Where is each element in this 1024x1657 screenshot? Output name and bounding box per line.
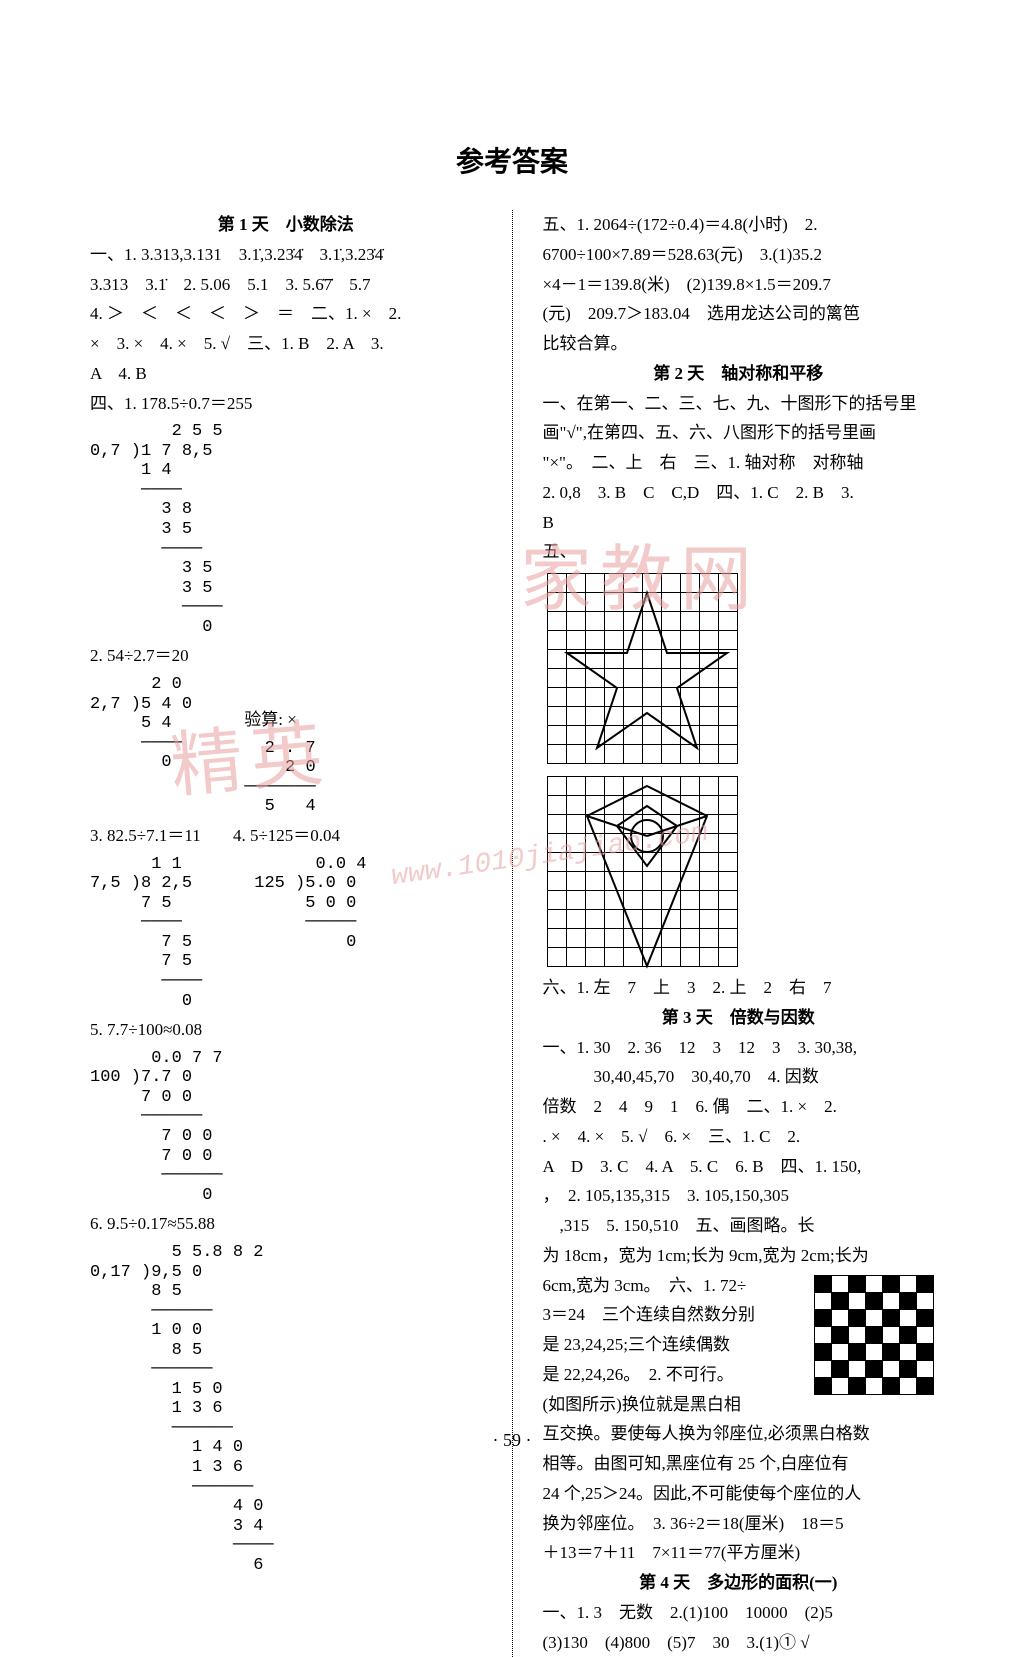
- grid-figure-2: [547, 776, 738, 967]
- grid-figure-1: [547, 573, 738, 764]
- text-line: 为 18cm，宽为 1cm;长为 9cm,宽为 2cm;长为: [543, 1241, 935, 1271]
- long-division-3-left: 1 1 7,5 )8 2,5 7 5 ──── 7 5 7 5 ──── 0: [90, 855, 250, 1011]
- text-line: 六、1. 左 7 上 3 2. 上 2 右 7: [543, 973, 935, 1003]
- text-line: 换为邻座位。 3. 36÷2＝18(厘米) 18＝5: [543, 1509, 935, 1539]
- text-line: 5. 7.7÷100≈0.08: [90, 1015, 482, 1045]
- long-division-1: 2 5 5 0,7 )1 7 8,5 1 4 ──── 3 8 3 5 ────…: [90, 422, 482, 637]
- kite-shape-icon: [547, 776, 747, 976]
- text-line: ,315 5. 150,510 五、画图略。长: [543, 1211, 935, 1241]
- text-line: . × 4. × 5. √ 6. × 三、1. C 2.: [543, 1122, 935, 1152]
- text-line: ， 2. 105,135,315 3. 105,150,305: [543, 1181, 935, 1211]
- text-line: A D 3. C 4. A 5. C 6. B 四、1. 150,: [543, 1152, 935, 1182]
- text-line: 五、1. 2064÷(172÷0.4)＝4.8(小时) 2.: [543, 210, 935, 240]
- text-line: 五、: [543, 537, 935, 567]
- text-line: 2. 54÷2.7＝20: [90, 641, 482, 671]
- checkerboard-figure: [814, 1275, 934, 1395]
- text-line: × 3. × 4. × 5. √ 三、1. B 2. A 3.: [90, 329, 482, 359]
- text-line: 一、在第一、二、三、七、九、十图形下的括号里: [543, 389, 935, 419]
- text-line: 一、1. 3 无数 2.(1)100 10000 (2)5: [543, 1598, 935, 1628]
- text-line: 倍数 2 4 9 1 6. 偶 二、1. × 2.: [543, 1092, 935, 1122]
- long-division-3-right: 0.0 4 125 )5.0 0 5 0 0 ───── 0: [254, 855, 366, 953]
- text-line: 一、1. 30 2. 36 12 3 12 3 3. 30,38,: [543, 1033, 935, 1063]
- text-line: A 4. B: [90, 359, 482, 389]
- text-line: 一、1. 3.313,3.131 3.1̇,3.23̇4̇ 3.1̇,3.23̇…: [90, 240, 482, 270]
- text-line: (3)130 (4)800 (5)7 30 3.(1)① √: [543, 1628, 935, 1657]
- text-line: (元) 209.7＞183.04 选用龙达公司的篱笆: [543, 299, 935, 329]
- text-line: ＋13＝7＋11 7×11＝77(平方厘米): [543, 1538, 935, 1568]
- text-line: 相等。由图可知,黑座位有 25 个,白座位有: [543, 1449, 935, 1479]
- long-division-4: 0.0 7 7 100 )7.7 0 7 0 0 ────── 7 0 0 7 …: [90, 1049, 482, 1205]
- text-line: 4. 5÷125＝0.04: [233, 826, 340, 845]
- day4-header: 第 4 天 多边形的面积(一): [543, 1568, 935, 1598]
- text-line: "×"。 二、上 右 三、1. 轴对称 对称轴: [543, 448, 935, 478]
- text-line: 30,40,45,70 30,40,70 4. 因数: [543, 1062, 935, 1092]
- text-line: 画"√",在第四、五、六、八图形下的括号里画: [543, 418, 935, 448]
- text-line: 比较合算。: [543, 329, 935, 359]
- day1-header: 第 1 天 小数除法: [90, 210, 482, 240]
- text-line: ×4－1＝139.8(米) (2)139.8×1.5＝209.7: [543, 270, 935, 300]
- page-title: 参考答案: [0, 0, 1024, 210]
- text-line: B: [543, 508, 935, 538]
- page-number: · 59 ·: [0, 1430, 1024, 1451]
- long-division-5: 5 5.8 8 2 0,17 )9,5 0 8 5 ────── 1 0 0 8…: [90, 1243, 482, 1575]
- day3-header: 第 3 天 倍数与因数: [543, 1003, 935, 1033]
- text-line: 6. 9.5÷0.17≈55.88: [90, 1209, 482, 1239]
- text-line: 3. 82.5÷7.1＝11: [90, 826, 201, 845]
- text-line: 四、1. 178.5÷0.7＝255: [90, 389, 482, 419]
- text-line: 2. 0,8 3. B C C,D 四、1. C 2. B 3.: [543, 478, 935, 508]
- day2-header: 第 2 天 轴对称和平移: [543, 359, 935, 389]
- verify-label: 验算: ×: [244, 710, 297, 729]
- symmetry-figures: [543, 567, 935, 973]
- star-shape-icon: [547, 573, 747, 773]
- text-line: 3.313 3.1̇ 2. 5.06 5.1 3. 5.6̇7̇ 5.7: [90, 270, 482, 300]
- long-division-2-left: 2 0 2,7 )5 4 0 5 4 ──── 0: [90, 675, 230, 773]
- text-line: 4. ＞ ＜ ＜ ＜ ＞ ＝ 二、1. × 2.: [90, 299, 482, 329]
- long-division-2-right: 2 . 7 2 0 ─────── 5 4: [244, 739, 315, 817]
- text-line: 24 个,25＞24。因此,不可能使每个座位的人: [543, 1479, 935, 1509]
- text-line: 6700÷100×7.89＝528.63(元) 3.(1)35.2: [543, 240, 935, 270]
